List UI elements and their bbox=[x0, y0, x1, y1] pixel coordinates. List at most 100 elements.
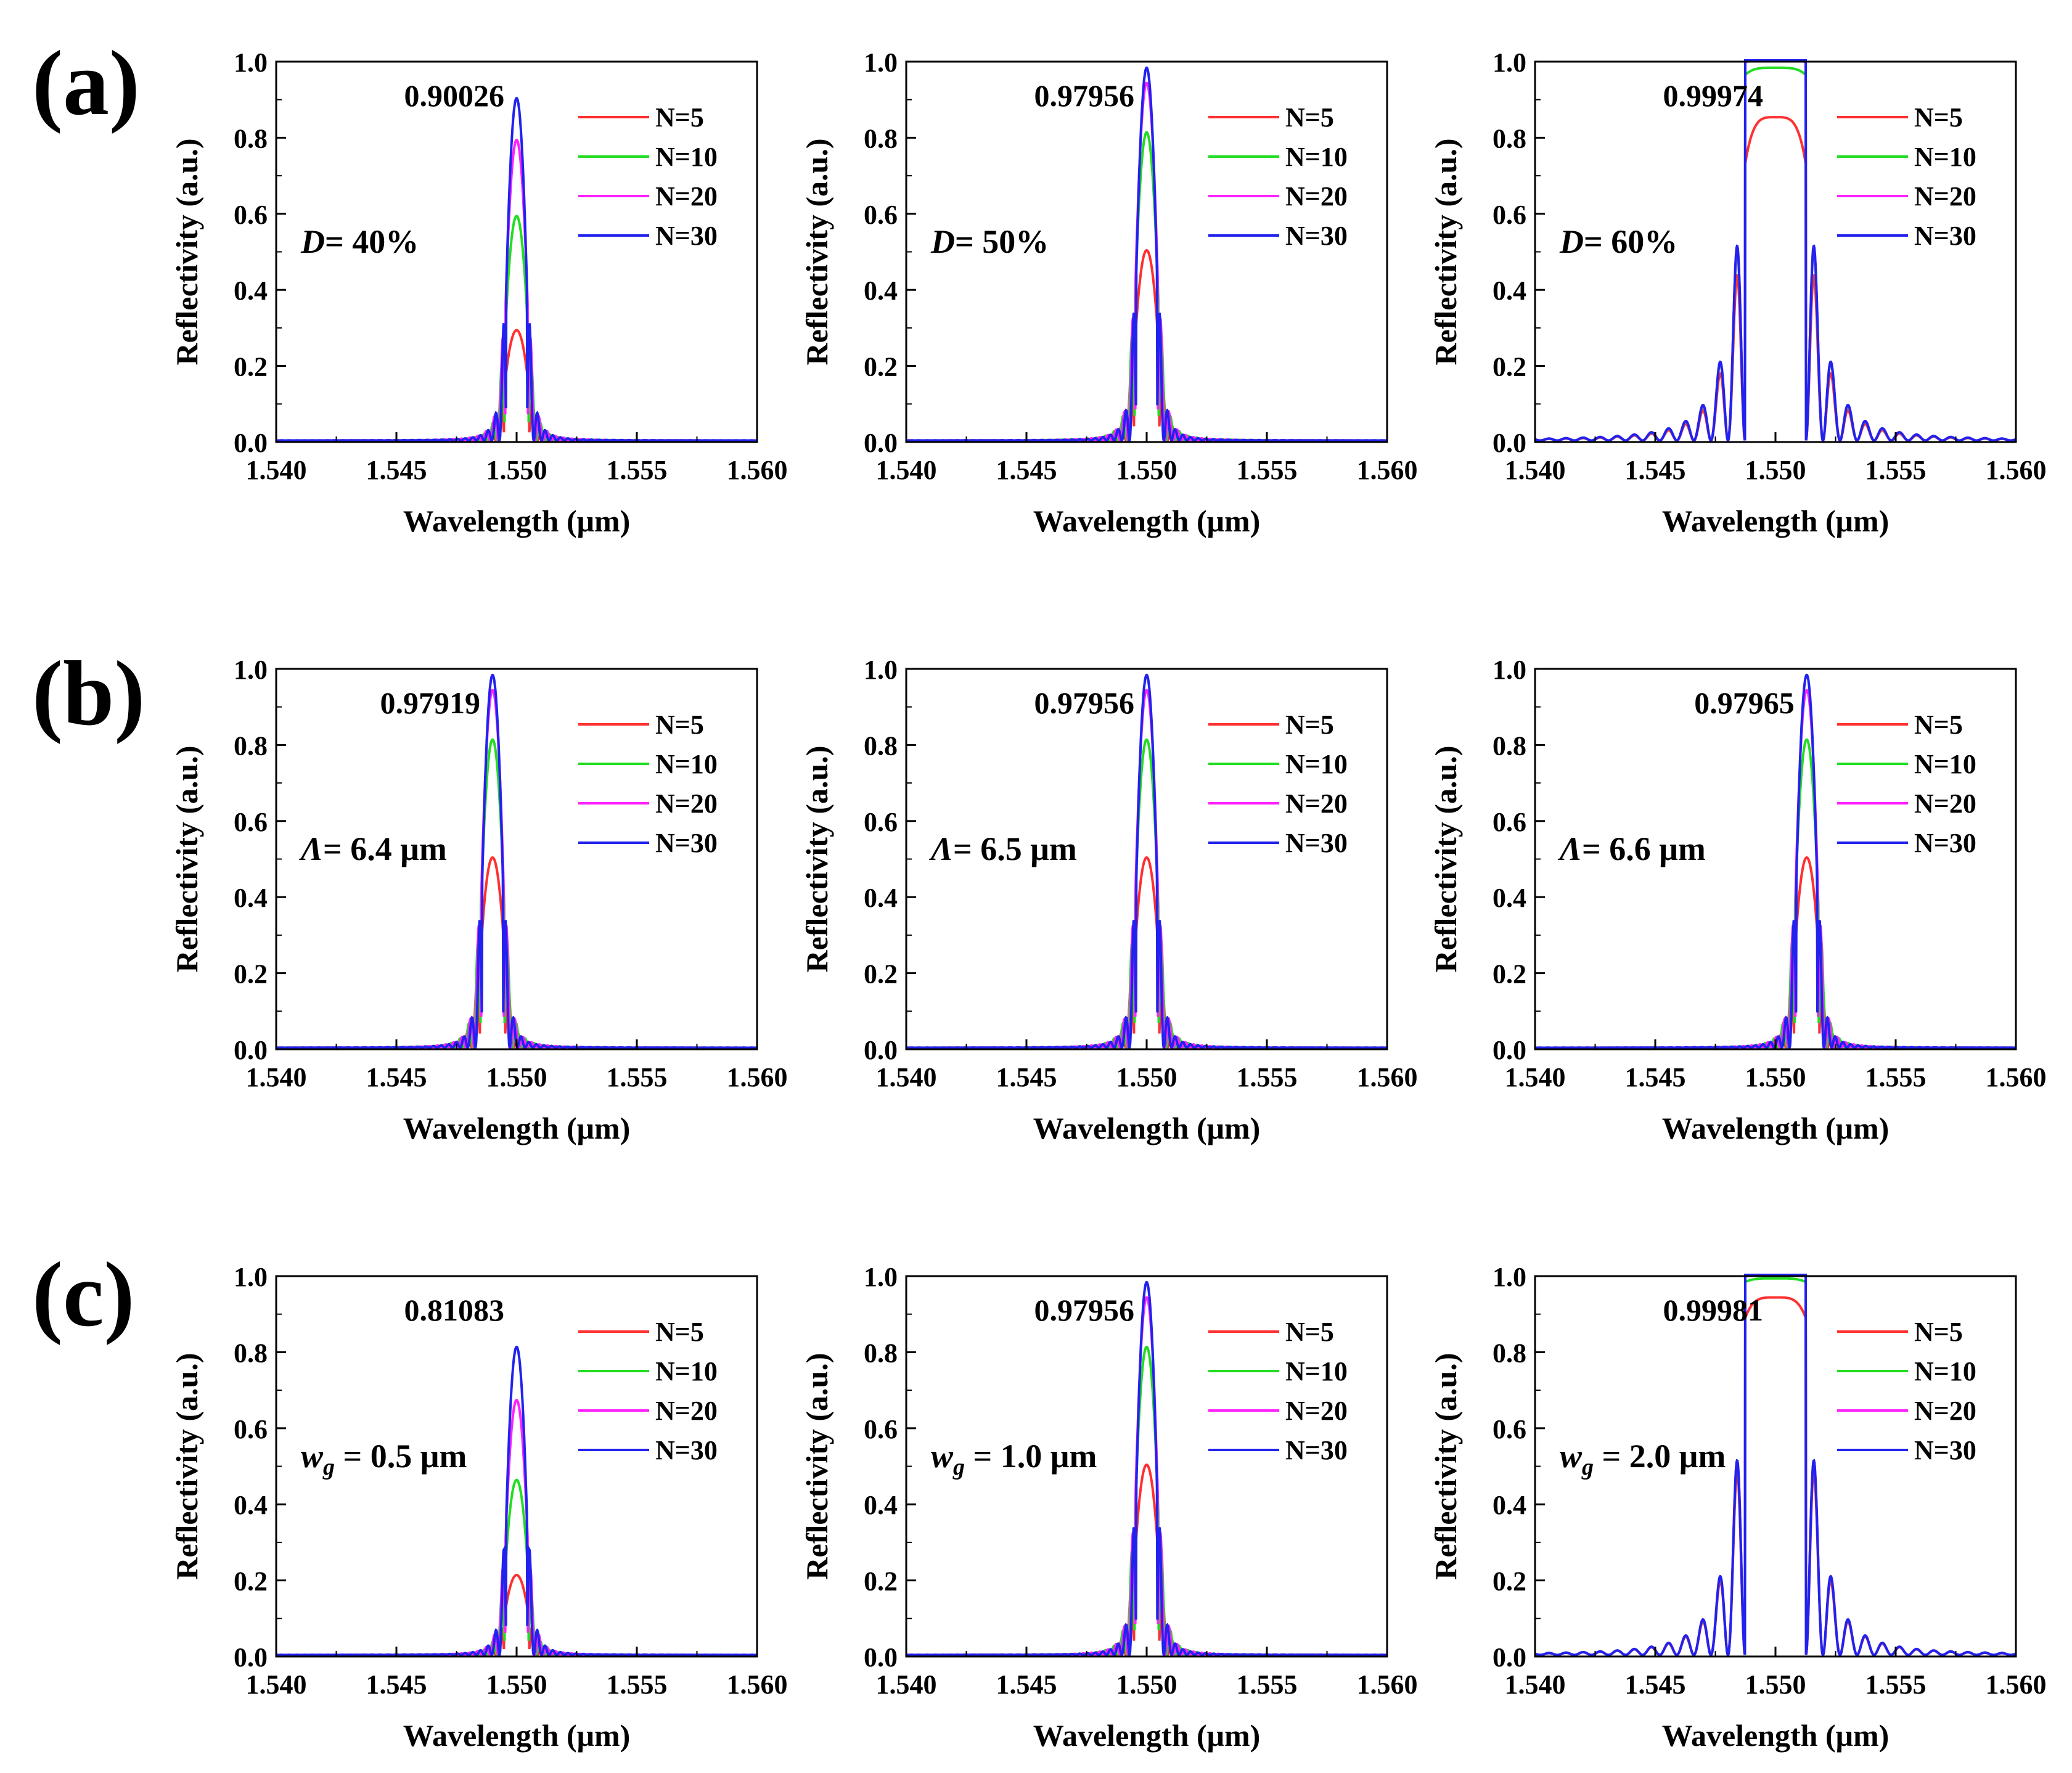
x-tick-label: 1.555 bbox=[1237, 1062, 1298, 1092]
legend-label: N=5 bbox=[1914, 710, 1963, 740]
row-label-c: (c) bbox=[32, 1243, 134, 1346]
series-line-n-20 bbox=[276, 689, 757, 1049]
x-axis-label: Wavelength (μm) bbox=[1662, 504, 1890, 538]
x-tick-label: 1.555 bbox=[607, 1669, 668, 1700]
y-tick-label: 0.4 bbox=[1493, 1490, 1526, 1520]
legend-label: N=5 bbox=[655, 710, 704, 740]
x-axis-label: Wavelength (μm) bbox=[403, 504, 631, 538]
y-tick-label: 0.6 bbox=[1493, 1414, 1526, 1444]
x-tick-label: 1.540 bbox=[246, 1062, 307, 1092]
x-tick-label: 1.545 bbox=[1625, 1062, 1686, 1092]
y-tick-label: 0.0 bbox=[1493, 428, 1526, 458]
x-tick-label: 1.545 bbox=[1625, 1669, 1686, 1700]
row-label-a: (a) bbox=[32, 32, 140, 134]
x-tick-label: 1.540 bbox=[876, 1669, 937, 1700]
x-tick-label: 1.545 bbox=[1625, 455, 1686, 485]
y-tick-label: 0.6 bbox=[234, 1414, 268, 1444]
series-line-n-30 bbox=[1535, 1274, 2016, 1656]
peak-value-label: 0.97956 bbox=[1034, 686, 1135, 720]
series-line-n-30 bbox=[906, 1280, 1387, 1656]
series-group bbox=[276, 1345, 757, 1656]
y-tick-label: 0.8 bbox=[234, 123, 268, 154]
y-tick-label: 0.0 bbox=[1493, 1035, 1526, 1065]
x-tick-label: 1.555 bbox=[1237, 1669, 1298, 1700]
x-tick-label: 1.550 bbox=[1745, 1062, 1806, 1092]
x-tick-label: 1.555 bbox=[607, 1062, 668, 1092]
y-tick-label: 0.2 bbox=[1493, 352, 1526, 382]
series-line-n-20 bbox=[906, 689, 1387, 1049]
x-tick-label: 1.560 bbox=[1357, 455, 1418, 485]
legend-label: N=20 bbox=[1914, 181, 1976, 211]
x-tick-label: 1.545 bbox=[366, 1062, 427, 1092]
chart-panel-3: 1.540 1.545 1.550 1.555 1.560 0.0 0.2 0.4 0.6 0.8… bbox=[1428, 47, 2047, 538]
legend-label: N=20 bbox=[655, 788, 718, 819]
legend-label: N=20 bbox=[1285, 788, 1348, 819]
x-tick-label: 1.540 bbox=[1505, 455, 1566, 485]
x-tick-label: 1.560 bbox=[1986, 1669, 2047, 1700]
y-tick-label: 0.4 bbox=[864, 883, 898, 913]
parameter-label: Λ= 6.5 μm bbox=[928, 830, 1077, 867]
legend-label: N=5 bbox=[1914, 102, 1963, 133]
x-tick-label: 1.545 bbox=[996, 455, 1057, 485]
series-line-n-5 bbox=[1535, 856, 2016, 1049]
x-tick-label: 1.550 bbox=[1116, 1669, 1177, 1700]
series-line-n-10 bbox=[906, 738, 1387, 1049]
y-tick-label: 1.0 bbox=[864, 655, 898, 685]
y-tick-label: 1.0 bbox=[234, 1262, 268, 1292]
y-tick-label: 0.6 bbox=[1493, 807, 1526, 837]
series-group bbox=[906, 66, 1387, 442]
chart-panel-6: 1.540 1.545 1.550 1.555 1.560 0.0 0.2 0.4 0.6 0.8… bbox=[1428, 655, 2047, 1145]
legend-label: N=20 bbox=[655, 1396, 718, 1426]
y-tick-label: 0.4 bbox=[1493, 883, 1526, 913]
series-line-n-10 bbox=[276, 1478, 757, 1656]
x-tick-label: 1.550 bbox=[1116, 455, 1177, 485]
x-tick-label: 1.555 bbox=[1237, 455, 1298, 485]
series-line-n-5 bbox=[906, 248, 1387, 442]
x-tick-label: 1.550 bbox=[486, 1062, 547, 1092]
x-tick-label: 1.560 bbox=[727, 455, 788, 485]
x-axis-label: Wavelength (μm) bbox=[1662, 1111, 1890, 1145]
legend-label: N=30 bbox=[1285, 828, 1348, 858]
x-tick-label: 1.550 bbox=[1745, 1669, 1806, 1700]
series-line-n-20 bbox=[906, 1296, 1387, 1656]
y-tick-label: 0.8 bbox=[1493, 731, 1526, 761]
legend-label: N=5 bbox=[1285, 1317, 1334, 1347]
y-axis-label: Reflectivity (a.u.) bbox=[800, 139, 834, 366]
legend-label: N=10 bbox=[1285, 1356, 1348, 1386]
x-tick-label: 1.540 bbox=[876, 455, 937, 485]
legend-label: N=30 bbox=[1914, 828, 1976, 858]
legend-label: N=30 bbox=[655, 1435, 718, 1465]
y-tick-label: 0.2 bbox=[234, 959, 268, 989]
series-group bbox=[1535, 1274, 2016, 1656]
y-tick-label: 1.0 bbox=[234, 655, 268, 685]
y-axis-label: Reflectivity (a.u.) bbox=[170, 139, 204, 366]
x-tick-label: 1.560 bbox=[727, 1062, 788, 1092]
legend-label: N=5 bbox=[655, 102, 704, 133]
series-line-n-30 bbox=[1535, 59, 2016, 442]
legend-label: N=10 bbox=[1285, 142, 1348, 172]
x-tick-label: 1.540 bbox=[1505, 1062, 1566, 1092]
y-tick-label: 0.2 bbox=[864, 959, 898, 989]
legend-label: N=20 bbox=[1914, 1396, 1976, 1426]
x-tick-label: 1.555 bbox=[607, 455, 668, 485]
parameter-label: wg = 1.0 μm bbox=[931, 1438, 1097, 1480]
chart-panel-2: 1.540 1.545 1.550 1.555 1.560 0.0 0.2 0.4 0.6 0.8… bbox=[800, 47, 1418, 538]
series-line-n-10 bbox=[906, 131, 1387, 442]
x-axis-label: Wavelength (μm) bbox=[403, 1111, 631, 1145]
x-tick-label: 1.555 bbox=[1865, 1062, 1927, 1092]
series-line-n-20 bbox=[906, 81, 1387, 442]
y-tick-label: 0.0 bbox=[234, 428, 268, 458]
peak-value-label: 0.99981 bbox=[1663, 1293, 1764, 1327]
y-tick-label: 0.4 bbox=[864, 1490, 898, 1520]
y-tick-label: 1.0 bbox=[1493, 47, 1526, 78]
x-axis-label: Wavelength (μm) bbox=[403, 1718, 631, 1753]
y-tick-label: 0.6 bbox=[234, 200, 268, 230]
row-label-b: (b) bbox=[32, 642, 145, 745]
x-tick-label: 1.545 bbox=[996, 1669, 1057, 1700]
y-tick-label: 0.6 bbox=[234, 807, 268, 837]
series-line-n-5 bbox=[276, 1574, 757, 1656]
series-line-n-30 bbox=[906, 673, 1387, 1049]
x-axis-label: Wavelength (μm) bbox=[1033, 1718, 1261, 1753]
x-tick-label: 1.560 bbox=[1986, 455, 2047, 485]
